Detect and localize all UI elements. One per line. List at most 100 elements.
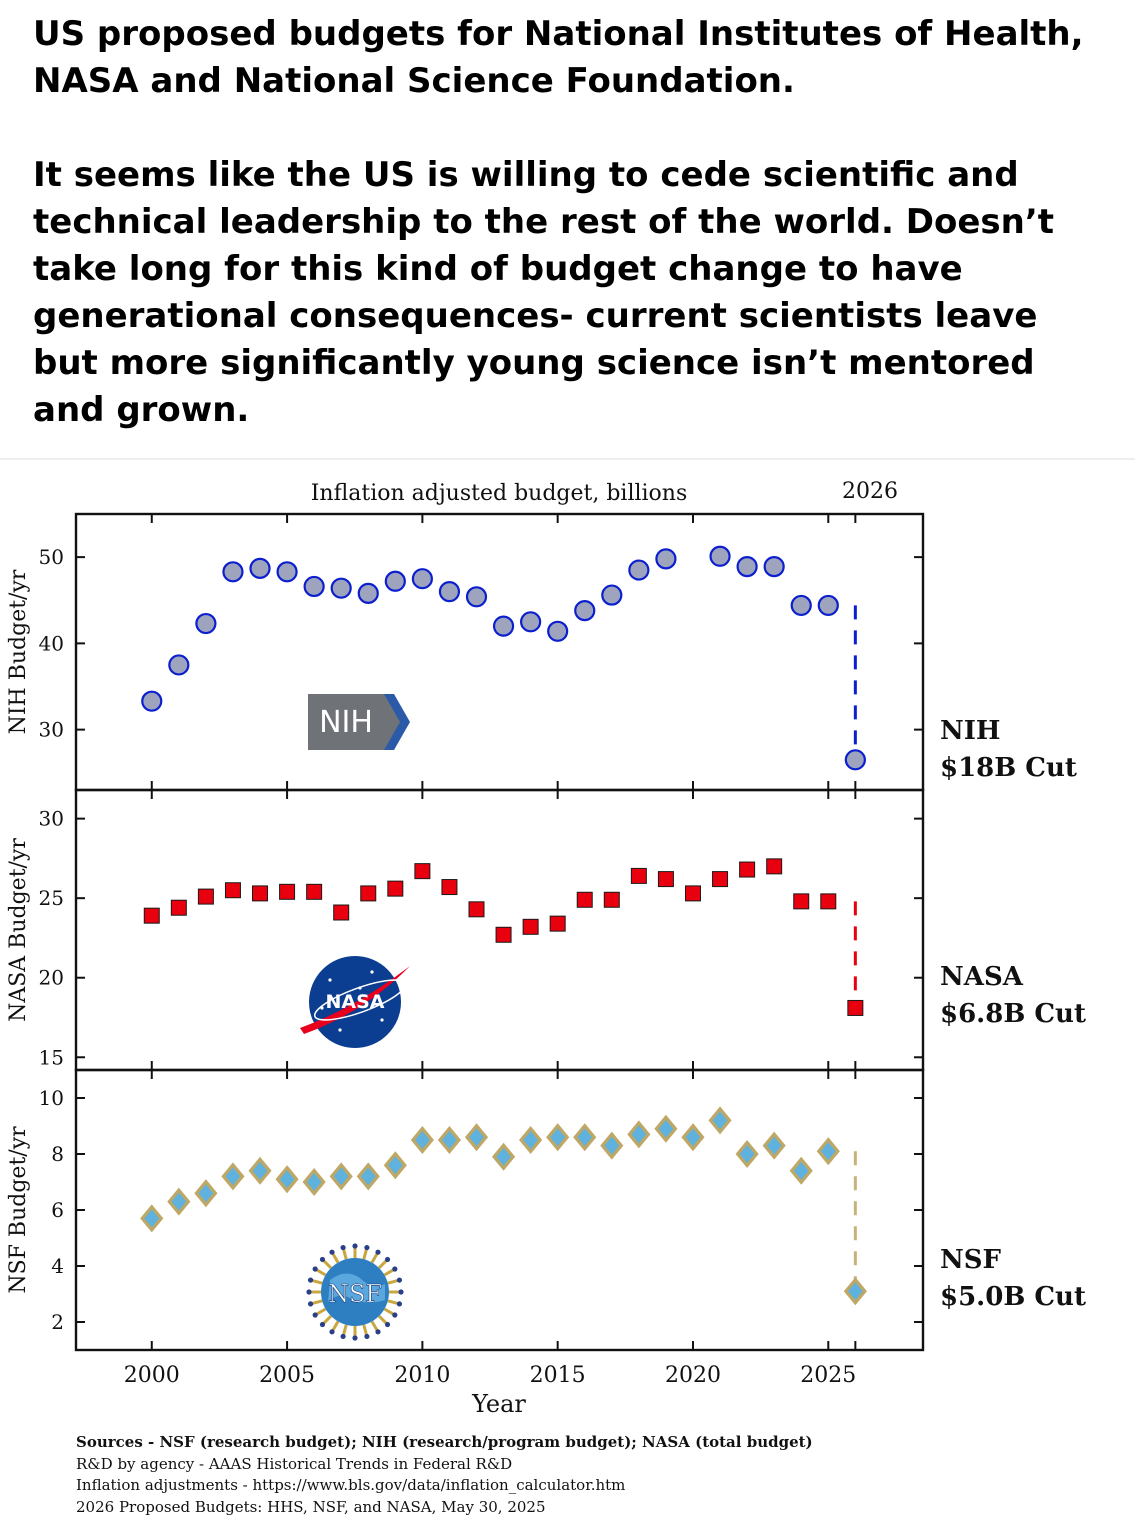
cut-amount-label: $6.8B Cut bbox=[940, 999, 1086, 1029]
y-tick-label: 50 bbox=[39, 545, 64, 569]
data-point bbox=[330, 577, 352, 599]
data-point bbox=[681, 1123, 705, 1152]
data-point bbox=[627, 1120, 651, 1149]
data-point bbox=[763, 556, 785, 578]
data-point bbox=[360, 885, 377, 902]
nsf-logo: NSF bbox=[306, 1243, 404, 1341]
data-point bbox=[628, 559, 650, 581]
data-point bbox=[789, 1156, 813, 1185]
budget-chart: Inflation adjusted budget, billions 2026… bbox=[6, 479, 1086, 1418]
data-point bbox=[279, 883, 296, 900]
data-point bbox=[684, 885, 701, 902]
post-text-intro: US proposed budgets for National Institu… bbox=[33, 14, 1084, 101]
data-point bbox=[306, 883, 323, 900]
data-point bbox=[708, 1106, 732, 1135]
data-point bbox=[519, 1125, 543, 1155]
data-point bbox=[600, 1131, 624, 1160]
data-point bbox=[276, 561, 298, 583]
agency-label: NASA bbox=[940, 962, 1024, 992]
data-point bbox=[495, 926, 512, 943]
data-point bbox=[384, 570, 406, 592]
budget-figure: Inflation adjusted budget, billions 2026… bbox=[0, 460, 1135, 1536]
data-point bbox=[441, 879, 458, 896]
data-point bbox=[302, 1167, 326, 1197]
sources-line: 2026 Proposed Budgets: HHS, NSF, and NAS… bbox=[76, 1497, 546, 1516]
data-point bbox=[790, 594, 812, 617]
data-point bbox=[249, 557, 271, 579]
nih-logo-text: NIH bbox=[319, 705, 373, 740]
data-point bbox=[197, 888, 214, 905]
panel-nasa: 15 20 25 30 NASA Budget/yr NASA $6.8B Cut bbox=[6, 788, 1086, 1072]
data-point bbox=[167, 1187, 191, 1216]
data-point bbox=[414, 863, 431, 880]
data-point bbox=[847, 999, 864, 1016]
data-point bbox=[522, 918, 539, 935]
y-tick-label: 30 bbox=[39, 718, 64, 742]
data-point bbox=[630, 867, 647, 884]
y-tick-label: 6 bbox=[51, 1198, 64, 1222]
data-point bbox=[387, 880, 404, 897]
y-tick-label: 8 bbox=[51, 1142, 64, 1166]
panel-nsf: 2 4 6 8 10 NSF Budget/yr NSF $5.0B Cut bbox=[6, 1068, 1086, 1352]
sources-line: R&D by agency - AAAS Historical Trends i… bbox=[76, 1454, 513, 1473]
x-tick-label: 2010 bbox=[394, 1363, 450, 1388]
y-tick-label: 2 bbox=[51, 1310, 64, 1334]
data-point bbox=[603, 891, 620, 908]
x-tick-label: 2015 bbox=[530, 1363, 586, 1388]
data-point bbox=[170, 899, 187, 916]
data-point bbox=[844, 749, 866, 771]
data-point bbox=[843, 1277, 867, 1306]
x-tick-label: 2025 bbox=[800, 1363, 856, 1388]
data-point bbox=[735, 1139, 759, 1169]
y-axis-label: NIH Budget/yr bbox=[6, 569, 31, 734]
data-point bbox=[141, 690, 163, 712]
data-point bbox=[468, 901, 485, 918]
x-axis-label: Year bbox=[471, 1390, 526, 1418]
data-point bbox=[736, 556, 758, 578]
data-point bbox=[224, 882, 241, 899]
data-point bbox=[820, 893, 837, 910]
data-point bbox=[492, 615, 515, 637]
x-tick-label: 2000 bbox=[124, 1363, 180, 1388]
y-axis-label: NSF Budget/yr bbox=[6, 1126, 31, 1294]
data-point bbox=[816, 1137, 840, 1166]
nih-logo: NIH bbox=[308, 694, 410, 750]
data-point bbox=[221, 1162, 245, 1191]
data-point bbox=[793, 893, 810, 910]
data-point bbox=[573, 1123, 597, 1152]
data-point bbox=[657, 871, 674, 888]
data-point bbox=[356, 1162, 380, 1191]
data-point bbox=[574, 600, 596, 622]
data-point bbox=[547, 620, 569, 642]
sources-line: Sources - NSF (research budget); NIH (re… bbox=[76, 1433, 813, 1451]
data-point bbox=[140, 1204, 164, 1233]
x-tick-label: 2020 bbox=[665, 1363, 721, 1388]
data-point bbox=[275, 1165, 299, 1194]
data-point bbox=[333, 904, 350, 921]
y-tick-label: 25 bbox=[39, 886, 64, 910]
data-point bbox=[520, 611, 542, 633]
year-2026-label: 2026 bbox=[842, 479, 898, 504]
panel-frame bbox=[74, 512, 925, 792]
y-tick-label: 10 bbox=[39, 1086, 64, 1110]
data-point bbox=[168, 654, 190, 676]
agency-label: NSF bbox=[940, 1245, 1002, 1275]
panel-nih: 30 40 50 NIH Budget/yr NIH $18B Cut bbox=[6, 512, 1077, 792]
y-tick-label: 4 bbox=[51, 1254, 64, 1278]
data-point bbox=[357, 582, 379, 604]
data-point bbox=[766, 858, 783, 875]
y-tick-label: 40 bbox=[39, 631, 64, 655]
data-point bbox=[762, 1131, 786, 1160]
divider bbox=[0, 458, 1135, 460]
sources-line: Inflation adjustments - https://www.bls.… bbox=[76, 1476, 626, 1494]
data-point bbox=[491, 1142, 516, 1171]
cut-amount-label: $5.0B Cut bbox=[940, 1282, 1086, 1312]
data-point bbox=[383, 1151, 407, 1180]
post-text-commentary: It seems like the US is willing to cede … bbox=[33, 155, 1055, 430]
data-point bbox=[464, 1123, 489, 1152]
data-point bbox=[410, 1125, 434, 1155]
data-point bbox=[601, 584, 623, 606]
data-point bbox=[222, 561, 244, 583]
y-tick-label: 15 bbox=[39, 1045, 64, 1069]
data-point bbox=[411, 568, 433, 590]
